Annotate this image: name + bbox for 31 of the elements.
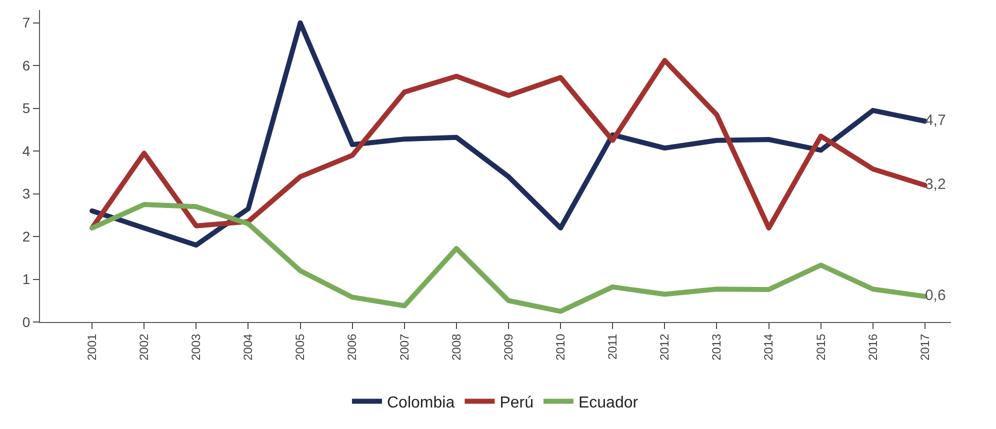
y-tick-label: 6 <box>22 57 30 74</box>
legend-label: Perú <box>500 394 534 412</box>
x-tick-label: 2006 <box>345 333 360 361</box>
x-tick-label: 2011 <box>606 333 620 360</box>
x-tick-label: 2008 <box>449 333 464 361</box>
x-tick-label: 2002 <box>137 333 152 361</box>
x-tick-label: 2007 <box>397 333 412 361</box>
x-tick-label: 2015 <box>814 333 828 361</box>
x-tick-label: 2013 <box>710 333 724 361</box>
x-tick-label: 2001 <box>84 333 99 361</box>
x-tick-label: 2003 <box>189 333 204 361</box>
y-tick-label: 1 <box>22 271 30 288</box>
x-tick-label: 2016 <box>866 333 880 361</box>
y-tick-label: 7 <box>22 14 30 31</box>
legend-label: Colombia <box>387 394 455 412</box>
legend-label: Ecuador <box>578 394 639 412</box>
x-tick-label: 2005 <box>293 333 308 361</box>
data-label: 4,7 <box>924 112 946 129</box>
y-tick-label: 0 <box>22 314 30 330</box>
x-tick-label: 2017 <box>918 333 932 361</box>
x-tick-label: 2010 <box>553 333 568 361</box>
data-label: 3,2 <box>924 176 946 193</box>
x-tick-label: 2012 <box>658 333 672 361</box>
y-tick-label: 4 <box>22 142 30 159</box>
y-tick-label: 2 <box>22 228 30 244</box>
x-tick-label: 2009 <box>501 333 516 361</box>
data-label: 0,6 <box>924 287 946 304</box>
x-tick-label: 2004 <box>241 333 256 361</box>
x-tick-label: 2014 <box>762 333 776 361</box>
y-tick-label: 3 <box>22 186 30 202</box>
y-tick-label: 5 <box>22 100 30 116</box>
